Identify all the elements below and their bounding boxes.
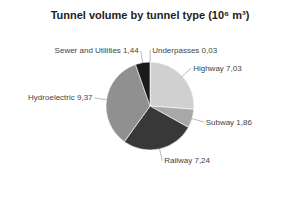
html-text:Tunnel volume by tunnel type (: Tunnel volume by tunnel type (10⁶ m³) bbox=[50, 9, 250, 21]
svg-text:Highway 7,03: Highway 7,03 bbox=[193, 64, 242, 73]
svg-text:Railway 7,24: Railway 7,24 bbox=[164, 156, 210, 165]
svg-text:Underpasses 0,03: Underpasses 0,03 bbox=[152, 46, 217, 55]
svg-text:Hydroelectric 9,37: Hydroelectric 9,37 bbox=[28, 93, 93, 102]
svg-text:Sewer and Utilities 1,44: Sewer and Utilities 1,44 bbox=[55, 46, 140, 55]
svg-text:Subway 1,86: Subway 1,86 bbox=[206, 118, 253, 127]
